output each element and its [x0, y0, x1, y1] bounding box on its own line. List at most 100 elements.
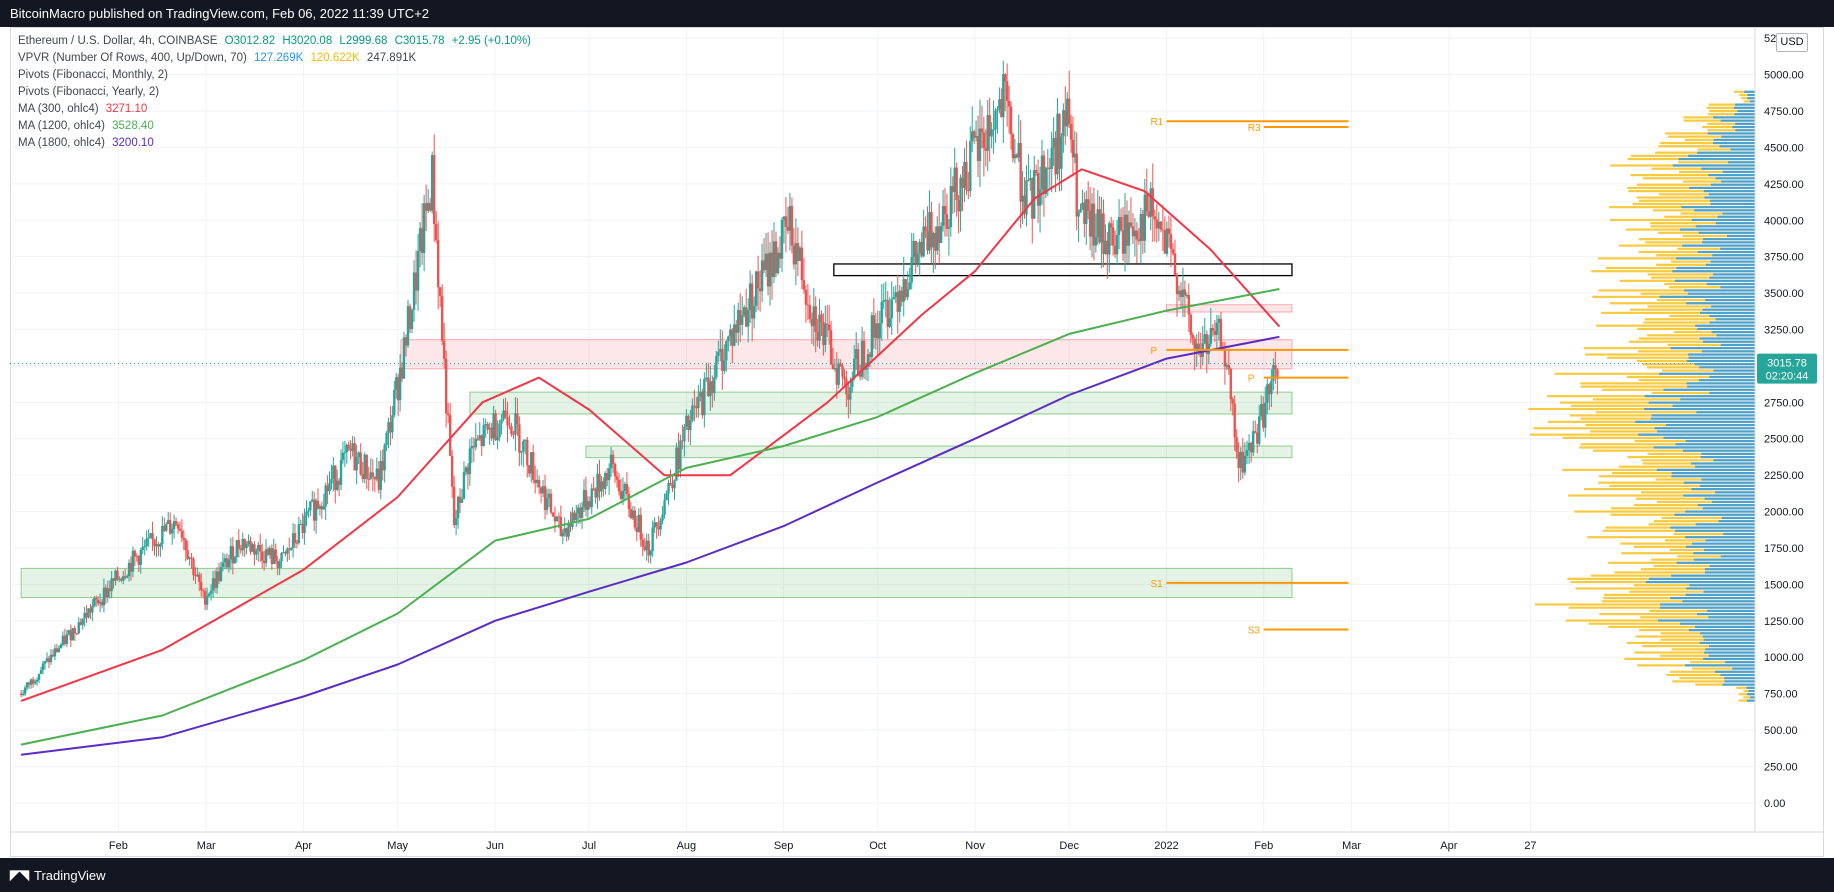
candle-body: [737, 310, 740, 333]
candle-body: [326, 485, 329, 492]
candle-body: [143, 546, 146, 548]
candle-body: [1185, 295, 1189, 297]
vpvr-down-bar: [1640, 491, 1755, 494]
legend-low: L2999.68: [339, 35, 388, 47]
candle-body: [1111, 227, 1115, 246]
candle-body: [936, 226, 939, 251]
legend-pivots-yearly[interactable]: Pivots (Fibonacci, Yearly, 2): [18, 84, 531, 101]
legend-pivots-yearly-label: Pivots (Fibonacci, Yearly, 2): [18, 86, 160, 98]
candle-body: [1031, 178, 1034, 219]
top-bar: BitcoinMacro published on TradingView.co…: [0, 0, 1834, 27]
zone-support: [469, 391, 1293, 415]
candle-body: [458, 496, 462, 503]
candle-body: [1077, 212, 1080, 217]
candle-body: [582, 490, 586, 508]
candle-body: [941, 205, 945, 226]
candle-body: [1227, 365, 1231, 370]
candle-body: [157, 544, 160, 547]
candle-body: [594, 488, 597, 498]
vpvr-up-bar: [1747, 93, 1755, 97]
tradingview-logo[interactable]: ◤◥ TradingView: [10, 867, 106, 883]
y-tick-label: 3500.00: [1764, 288, 1804, 300]
candle-body: [1038, 189, 1042, 206]
legend-symbol-row[interactable]: Ethereum / U.S. Dollar, 4h, COINBASE O30…: [18, 33, 531, 50]
candle-body: [978, 128, 982, 161]
vpvr-down-bar: [1580, 443, 1755, 446]
currency-button[interactable]: USD: [1776, 33, 1808, 52]
candle-body: [233, 557, 237, 564]
candle-body: [201, 590, 205, 592]
vpvr-down-bar: [1626, 641, 1755, 645]
vpvr-down-bar: [1635, 635, 1755, 638]
candle-body: [565, 528, 568, 537]
candle-body: [904, 279, 907, 298]
vpvr-up-bar: [1710, 202, 1755, 206]
candle-body: [798, 247, 802, 261]
vpvr-up-bar: [1707, 132, 1755, 135]
vpvr-down-bar: [1640, 616, 1755, 619]
candle-body: [312, 499, 316, 521]
candle-body: [305, 511, 308, 516]
vpvr-down-bar: [1587, 536, 1755, 539]
candle-body: [741, 315, 744, 325]
candle-body: [188, 557, 191, 560]
vpvr-up-bar: [1686, 382, 1755, 385]
legend-ma1800-row[interactable]: MA (1800, ohlc4) 3200.10: [18, 135, 531, 152]
candle-body: [163, 525, 166, 531]
candle-body: [85, 612, 88, 618]
candle-body: [858, 373, 862, 377]
candle-body: [61, 635, 65, 645]
vpvr-down-bar: [1691, 667, 1755, 670]
candle-body: [1108, 223, 1111, 255]
candle-body: [118, 578, 121, 580]
candle-body: [438, 287, 442, 297]
candle-body: [586, 501, 590, 510]
candle-body: [713, 377, 716, 394]
vpvr-up-bar: [1674, 513, 1755, 516]
vpvr-down-bar: [1645, 241, 1755, 244]
candle-body: [551, 512, 555, 517]
price-chart[interactable]: R1R3PPS1S35250.005000.004750.004500.0042…: [0, 0, 1834, 858]
candle-body: [339, 459, 343, 485]
last-price-tag: [1757, 353, 1817, 384]
candle-body: [588, 501, 592, 508]
chart-frame[interactable]: [10, 27, 1824, 857]
vpvr-up-bar: [1747, 97, 1755, 100]
vpvr-up-bar: [1678, 157, 1755, 161]
vpvr-down-bar: [1666, 673, 1755, 677]
candle-body: [833, 368, 837, 370]
vpvr-down-bar: [1574, 510, 1755, 513]
vpvr-up-bar: [1672, 270, 1755, 273]
candle-body: [602, 481, 605, 489]
candle-body: [1092, 203, 1096, 246]
vpvr-down-bar: [1679, 677, 1755, 680]
candle-body: [278, 561, 281, 569]
candle-body: [1254, 431, 1257, 433]
vpvr-up-bar: [1670, 347, 1755, 350]
vpvr-up-bar: [1701, 350, 1755, 353]
candle-body: [1058, 113, 1061, 169]
candle-body: [227, 559, 231, 568]
candle-body: [837, 363, 840, 385]
legend-vpvr-row[interactable]: VPVR (Number Of Rows, 400, Up/Down, 70) …: [18, 50, 531, 67]
vpvr-up-bar: [1720, 286, 1755, 289]
vpvr-up-bar: [1638, 433, 1755, 436]
candle-body: [992, 129, 995, 131]
candle-body: [687, 415, 690, 431]
candle-body: [139, 549, 142, 565]
vpvr-up-bar: [1657, 430, 1755, 433]
candle-body: [194, 575, 197, 577]
legend-pivots-monthly[interactable]: Pivots (Fibonacci, Monthly, 2): [18, 67, 531, 84]
y-tick-label: 4000.00: [1764, 215, 1804, 227]
candle-body: [691, 405, 694, 421]
candle-body: [953, 167, 956, 193]
x-tick-label: Feb: [109, 840, 128, 852]
vpvr-down-bar: [1708, 113, 1755, 116]
candle-body: [373, 476, 377, 480]
vpvr-up-bar: [1722, 212, 1755, 215]
candle-body: [545, 497, 549, 510]
candle-body: [355, 456, 358, 471]
legend-ma300-row[interactable]: MA (300, ohlc4) 3271.10: [18, 101, 531, 118]
legend-ma1200-row[interactable]: MA (1200, ohlc4) 3528.40: [18, 118, 531, 135]
vpvr-down-bar: [1588, 622, 1755, 625]
